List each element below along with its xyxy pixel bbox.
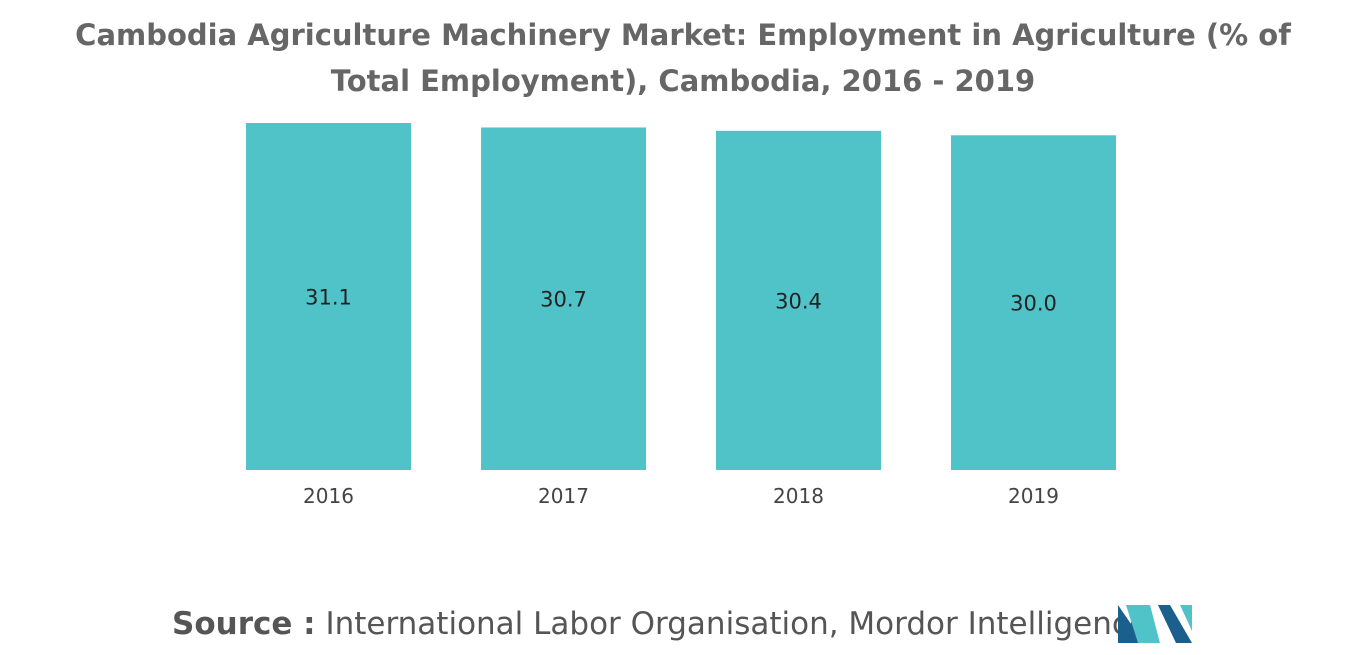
mordor-intelligence-logo-icon <box>1118 605 1192 643</box>
data-label-2018: 30.4 <box>775 289 822 313</box>
bars-layer <box>246 123 1116 471</box>
bar-2017 <box>481 127 646 471</box>
data-label-2016: 31.1 <box>305 286 352 310</box>
data-labels-layer: 31.1 30.7 30.4 30.0 <box>305 286 1057 316</box>
source-note: Source : International Labor Organisatio… <box>172 606 1148 642</box>
bar-2018 <box>716 130 881 470</box>
data-label-2017: 30.7 <box>540 288 587 312</box>
source-label: Source : <box>172 606 316 642</box>
source-text: International Labor Organisation, Mordor… <box>325 606 1148 642</box>
bar-2016 <box>246 123 411 470</box>
x-tick-label-2019: 2019 <box>1008 484 1059 508</box>
x-tick-label-2018: 2018 <box>773 484 824 508</box>
bar-2019 <box>951 135 1116 470</box>
logo-shape-corner <box>1180 605 1192 631</box>
chart-title: Cambodia Agriculture Machinery Market: E… <box>75 18 1291 98</box>
x-axis-ticks: 2016 2017 2018 2019 <box>303 484 1059 508</box>
data-label-2019: 30.0 <box>1010 292 1057 316</box>
logo-shape-middle <box>1126 605 1160 643</box>
bar-chart: 31.1 30.7 30.4 30.0 2016 2017 2018 2019 <box>246 123 1116 508</box>
x-tick-label-2016: 2016 <box>303 484 354 508</box>
x-tick-label-2017: 2017 <box>538 484 589 508</box>
logo-shape-right <box>1158 605 1192 643</box>
